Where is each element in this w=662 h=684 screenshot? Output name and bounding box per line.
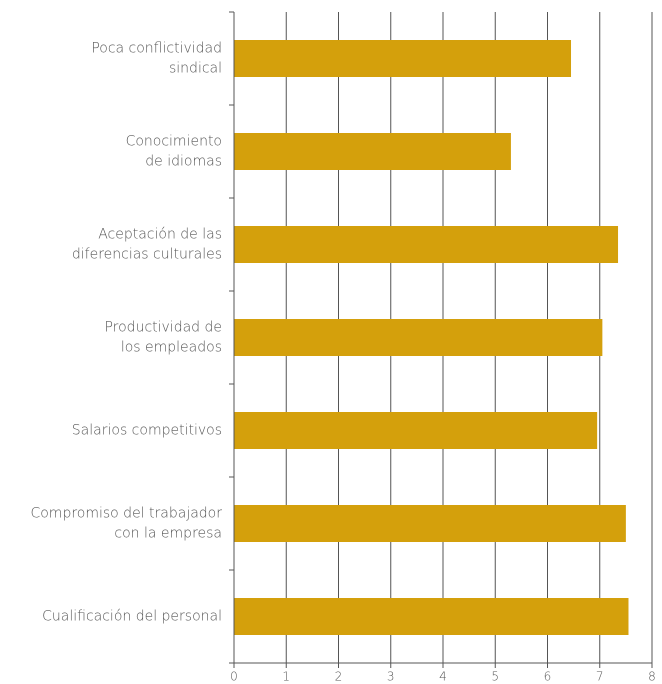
y-tick-label: diferencias culturales [72, 247, 222, 263]
y-tick-label: Aceptación de las [98, 227, 222, 243]
bar [234, 133, 511, 170]
y-tick-label: Productividad de [104, 320, 222, 336]
y-tick-label: sindical [169, 61, 222, 77]
x-tick-label: 6 [544, 670, 552, 684]
y-tick-label: Poca conflictividad [91, 41, 222, 57]
x-tick-label: 3 [387, 670, 395, 684]
x-tick-label: 8 [648, 670, 656, 684]
bar [234, 226, 619, 263]
x-tick-label: 4 [439, 670, 447, 684]
y-tick-label: Compromiso del trabajador [30, 506, 222, 522]
y-tick-label: con la empresa [114, 526, 222, 542]
bar [234, 319, 603, 356]
bar [234, 505, 626, 542]
x-tick-label: 0 [230, 670, 238, 684]
y-tick-label: Salarios competitivos [72, 423, 222, 439]
y-tick-label: los empleados [121, 340, 222, 356]
x-tick-label: 5 [491, 670, 499, 684]
bar [234, 40, 572, 77]
x-tick-label: 2 [335, 670, 343, 684]
bar [234, 412, 598, 449]
x-tick-label: 7 [596, 670, 604, 684]
y-tick-label: Cualificación del personal [42, 609, 222, 625]
bar [234, 598, 629, 635]
y-tick-label: de idiomas [145, 154, 222, 170]
x-tick-label: 1 [282, 670, 290, 684]
y-tick-label: Conocimiento [126, 134, 222, 150]
